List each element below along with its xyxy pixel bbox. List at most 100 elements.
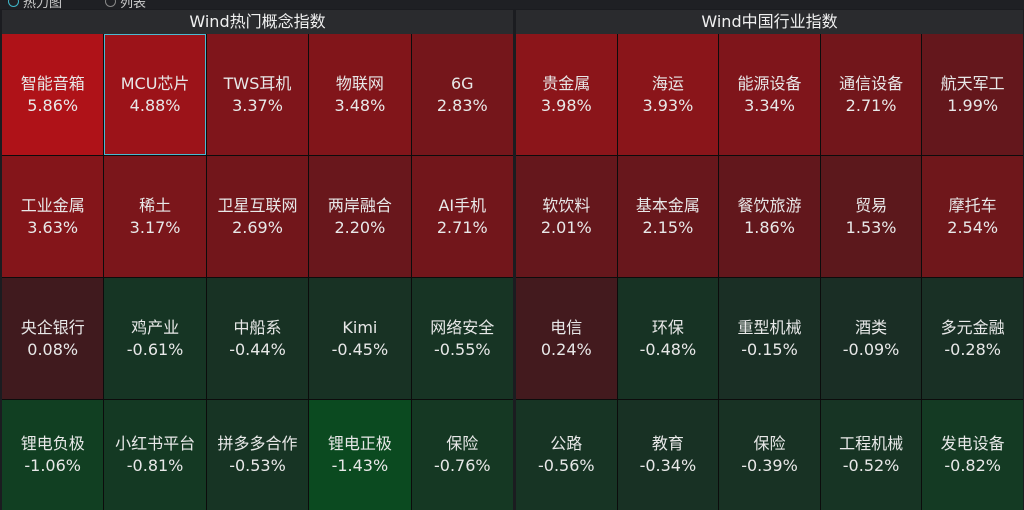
heatmap-tile[interactable]: 餐饮旅游 1.86% [719, 156, 820, 277]
heatmap-tile[interactable]: 工程机械 -0.52% [820, 400, 922, 510]
tile-change: -0.34% [639, 456, 697, 475]
heatmap-tile[interactable]: 智能音箱 5.86% [2, 34, 104, 155]
tile-change: -0.28% [944, 339, 1001, 359]
tile-name: 软饮料 [542, 195, 591, 215]
radio-selected-icon [8, 0, 19, 7]
heatmap-tile[interactable]: 摩托车 2.54% [922, 156, 1023, 277]
radio-icon [105, 0, 116, 7]
view-option-list[interactable]: 列表 [105, 0, 146, 9]
heatmap-tile[interactable]: 锂电负极 -1.06% [2, 400, 104, 510]
tile-name: 能源设备 [737, 73, 802, 93]
heatmap-tile[interactable]: 通信设备 2.71% [820, 34, 922, 155]
tile-name: TWS耳机 [223, 73, 292, 93]
heatmap-tile[interactable]: 网络安全 -0.55% [411, 278, 513, 399]
heatmap-tile[interactable]: 贸易 1.53% [820, 156, 922, 277]
heatmap-tile[interactable]: 卫星互联网 2.69% [206, 156, 309, 277]
heatmap-tile[interactable]: 软饮料 2.01% [516, 156, 617, 277]
view-option-label: 列表 [120, 0, 147, 9]
tile-name: 摩托车 [948, 195, 997, 215]
heatmap-tile[interactable]: 物联网 3.48% [309, 34, 411, 155]
heatmap-tile[interactable]: 海运 3.93% [617, 34, 719, 155]
heatmap-tile[interactable]: 鸡产业 -0.61% [104, 278, 206, 399]
panel-title: Wind中国行业指数 [516, 10, 1023, 34]
tile-name: MCU芯片 [120, 73, 190, 93]
view-option-label: 热力图 [23, 0, 63, 9]
heatmap-tile[interactable]: TWS耳机 3.37% [206, 34, 309, 155]
heatmap-tile[interactable]: 重型机械 -0.15% [719, 278, 820, 399]
tile-change: -0.53% [229, 456, 286, 475]
heatmap-tile[interactable]: 航天军工 1.99% [922, 34, 1023, 155]
tile-name: 贵金属 [542, 73, 591, 93]
tile-change: -0.81% [126, 456, 184, 475]
heatmap-tile[interactable]: 能源设备 3.34% [719, 34, 820, 155]
heatmap-tile[interactable]: 工业金属 3.63% [2, 156, 104, 277]
tile-name: 电信 [550, 317, 583, 337]
tile-change: 3.17% [129, 217, 181, 237]
tile-name: 中船系 [233, 317, 282, 337]
tile-change: -0.45% [331, 339, 389, 359]
tile-change: -0.15% [741, 339, 798, 359]
tile-change: -1.43% [331, 456, 389, 475]
tile-name: 保险 [446, 434, 479, 453]
heatmap-tile[interactable]: 6G 2.83% [411, 34, 513, 155]
heatmap-tile[interactable]: 拼多多合作 -0.53% [206, 400, 309, 510]
tile-name: 基本金属 [635, 195, 700, 215]
tile-name: 物联网 [335, 73, 384, 93]
tile-change: 5.86% [27, 95, 79, 115]
tile-name: 卫星互联网 [217, 195, 298, 215]
heatmap-tile[interactable]: 酒类 -0.09% [820, 278, 922, 399]
heatmap-tile[interactable]: 教育 -0.34% [617, 400, 719, 510]
tile-change: -0.56% [537, 456, 595, 475]
heatmap-tile[interactable]: Kimi -0.45% [309, 278, 411, 399]
tile-change: 2.01% [540, 217, 592, 237]
heatmap-tile[interactable]: 保险 -0.39% [719, 400, 820, 510]
tile-name: AI手机 [438, 195, 487, 215]
heatmap-tile[interactable]: 稀土 3.17% [104, 156, 206, 277]
heatmap-tile[interactable]: 环保 -0.48% [617, 278, 719, 399]
tile-name: 航天军工 [940, 73, 1005, 93]
tile-name: 工程机械 [839, 434, 904, 453]
tile-name: 央企银行 [20, 317, 85, 337]
tile-name: 多元金融 [940, 317, 1005, 337]
heatmap-tile[interactable]: 锂电正极 -1.43% [309, 400, 411, 510]
heatmap-tile[interactable]: 小红书平台 -0.81% [104, 400, 206, 510]
tile-name: 鸡产业 [131, 317, 180, 337]
tile-change: -0.76% [433, 456, 491, 475]
tile-change: 3.34% [744, 95, 795, 115]
tile-change: 2.54% [947, 217, 999, 237]
heatmap-tile[interactable]: 央企银行 0.08% [2, 278, 104, 399]
tile-change: 0.08% [27, 339, 79, 359]
tile-name: 智能音箱 [20, 73, 85, 93]
view-option-heatmap[interactable]: 热力图 [8, 0, 62, 9]
heatmap-tile[interactable]: 两岸融合 2.20% [309, 156, 411, 277]
heatmap-tile[interactable]: 基本金属 2.15% [617, 156, 719, 277]
tile-change: 3.63% [27, 217, 79, 237]
tile-name: 锂电正极 [327, 434, 392, 453]
tile-change: 4.88% [129, 95, 181, 115]
tile-name: 通信设备 [839, 73, 904, 93]
tile-name: 稀土 [139, 195, 172, 215]
heatmap-tile[interactable]: 发电设备 -0.82% [922, 400, 1023, 510]
tile-change: 2.83% [436, 95, 488, 115]
tile-change: 3.37% [232, 95, 283, 115]
tile-change: 2.15% [642, 217, 694, 237]
heatmap-tile[interactable]: 公路 -0.56% [516, 400, 617, 510]
tile-name: 锂电负极 [20, 434, 85, 453]
heatmap-tile[interactable]: 多元金融 -0.28% [922, 278, 1023, 399]
tile-name: 海运 [651, 73, 684, 93]
heatmap-tile[interactable]: 中船系 -0.44% [206, 278, 309, 399]
heatmap-tile[interactable]: AI手机 2.71% [411, 156, 513, 277]
tile-name: 小红书平台 [115, 434, 196, 453]
tile-name: 网络安全 [430, 317, 495, 337]
heatmap-tile[interactable]: MCU芯片 4.88% [104, 34, 206, 155]
tile-change: 2.20% [334, 217, 386, 237]
tile-change: 1.53% [845, 217, 897, 237]
tile-name: Kimi [342, 317, 378, 337]
heatmap-tile[interactable]: 贵金属 3.98% [516, 34, 617, 155]
heatmap-tile[interactable]: 保险 -0.76% [411, 400, 513, 510]
tile-change: 3.98% [540, 95, 592, 115]
tile-name: 保险 [753, 434, 786, 453]
heatmap-tile[interactable]: 电信 0.24% [516, 278, 617, 399]
tile-name: 重型机械 [737, 317, 802, 337]
tile-name: 酒类 [855, 317, 888, 337]
